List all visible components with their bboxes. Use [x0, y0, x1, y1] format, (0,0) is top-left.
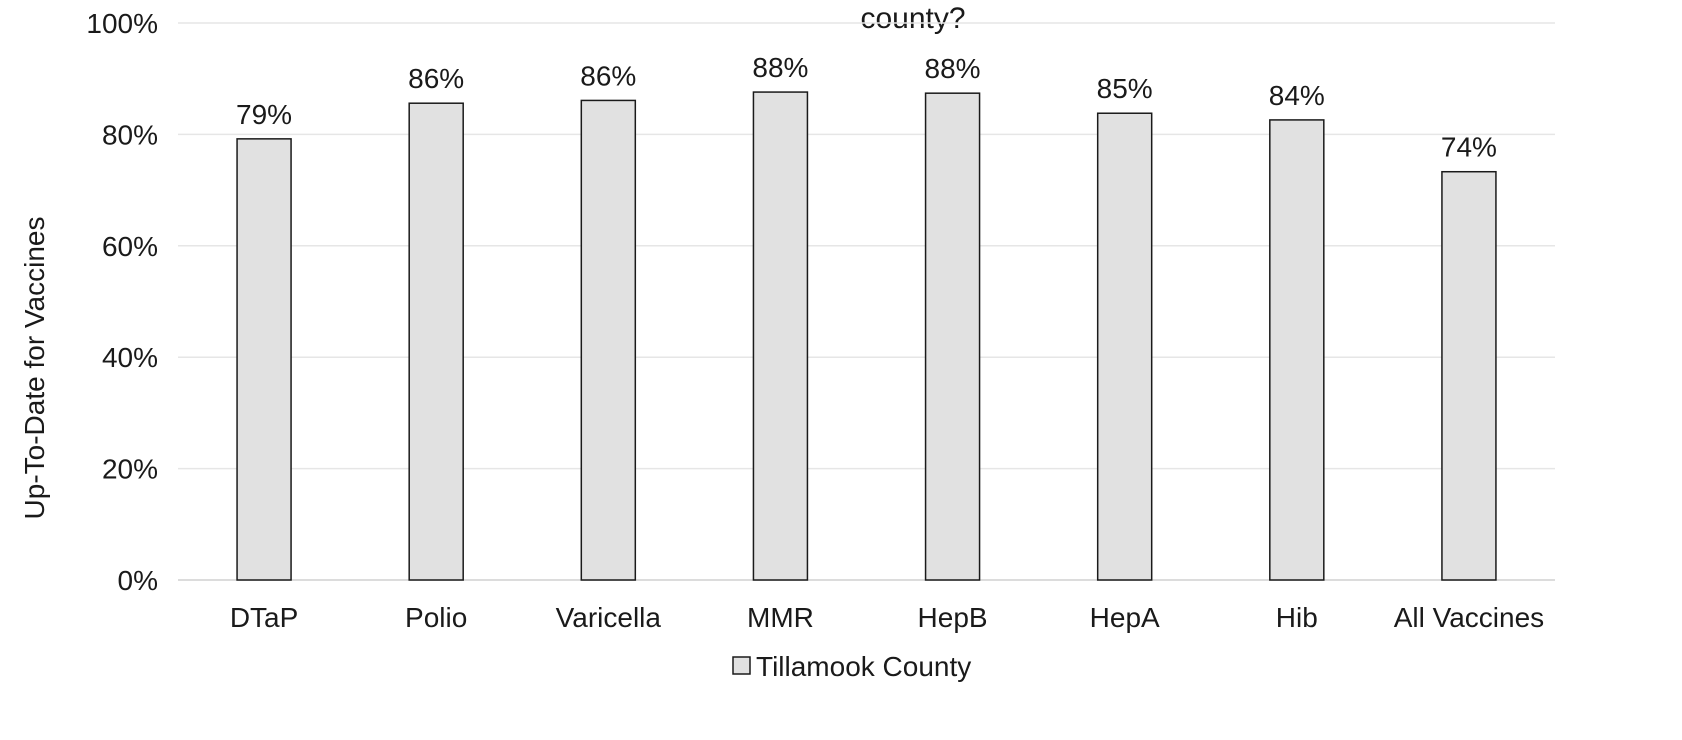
chart-title: county? — [860, 2, 965, 35]
data-labels: 79% 86% 86% 88% 88% 85% 84% 74% — [236, 52, 1497, 163]
x-category-mmr: MMR — [747, 602, 814, 633]
data-label-polio: 86% — [408, 63, 464, 94]
x-category-hepb: HepB — [918, 602, 988, 633]
x-category-hepa: HepA — [1090, 602, 1160, 633]
x-axis-categories: DTaP Polio Varicella MMR HepB HepA Hib All Vacc… — [230, 602, 1544, 633]
x-category-hib: Hib — [1276, 602, 1318, 633]
legend: Tillamook County — [732, 651, 971, 682]
legend-swatch-tillamook-county — [732, 656, 751, 675]
data-label-all-vaccines: 74% — [1441, 132, 1497, 163]
y-tick-label-80: 80% — [102, 119, 158, 150]
bar-hepb — [924, 92, 981, 581]
gridlines — [178, 22, 1555, 581]
x-category-polio: Polio — [405, 602, 467, 633]
data-label-dtap: 79% — [236, 99, 292, 130]
y-tick-label-20: 20% — [102, 454, 158, 485]
y-axis-title: Up-To-Date for Vaccines — [19, 217, 50, 520]
y-axis-ticks: 0% 20% 40% 60% 80% 100% — [86, 8, 158, 596]
data-label-hepa: 85% — [1097, 73, 1153, 104]
bar-varicella — [580, 99, 637, 581]
bar-all-vaccines — [1441, 170, 1497, 581]
y-tick-label-0: 0% — [118, 565, 158, 596]
data-label-hib: 84% — [1269, 80, 1325, 111]
x-category-all-vaccines: All Vaccines — [1394, 602, 1544, 633]
x-category-dtap: DTaP — [230, 602, 298, 633]
y-tick-label-60: 60% — [102, 231, 158, 262]
data-label-hepb: 88% — [925, 53, 981, 84]
bar-dtap — [236, 138, 292, 581]
data-label-varicella: 86% — [580, 60, 636, 91]
legend-label: Tillamook County — [756, 651, 971, 682]
bar-hib — [1269, 119, 1325, 581]
y-tick-label-40: 40% — [102, 342, 158, 373]
y-tick-label-100: 100% — [86, 8, 158, 39]
bar-hepa — [1096, 112, 1153, 581]
bar-mmr — [752, 91, 809, 581]
bars — [236, 91, 1497, 581]
x-category-varicella: Varicella — [556, 602, 662, 633]
bar-polio — [408, 102, 464, 581]
data-label-mmr: 88% — [752, 52, 808, 83]
